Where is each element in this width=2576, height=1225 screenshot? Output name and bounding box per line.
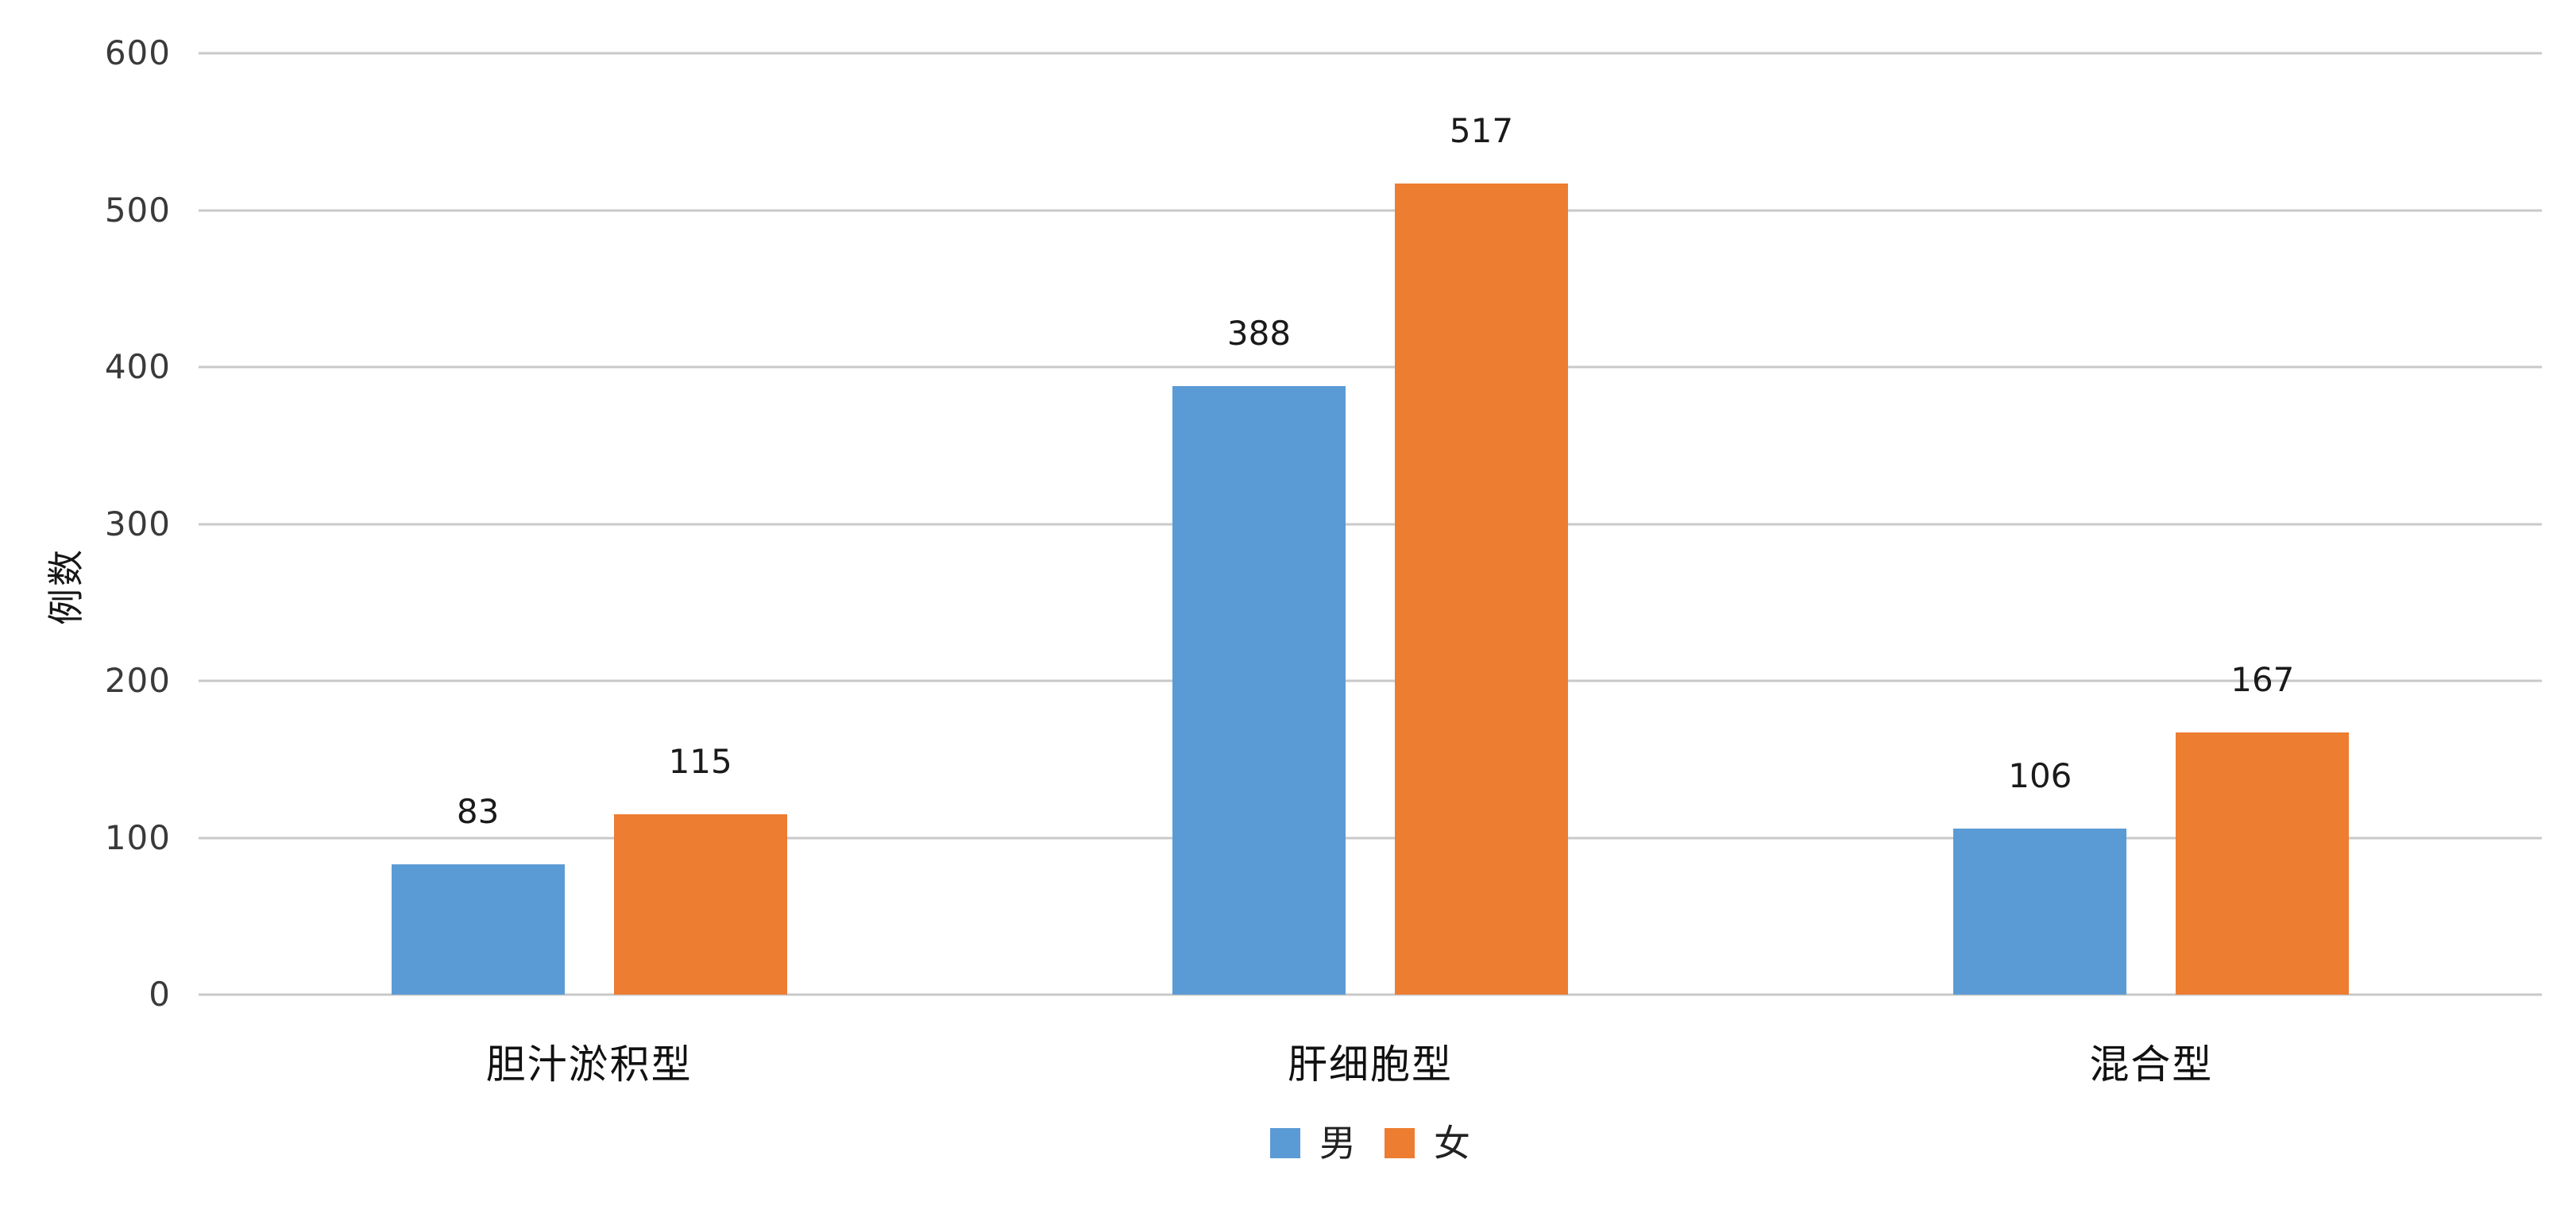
bar-value-label: 83 <box>456 792 500 832</box>
bar-groups: 83 115 388 517 106 167 <box>199 53 2542 995</box>
category-group: 388 517 <box>979 53 1760 995</box>
category-group: 83 115 <box>199 53 979 995</box>
legend-swatch-icon <box>1385 1128 1415 1158</box>
y-axis-tick-label: 300 <box>104 504 171 543</box>
bar-男-肝细胞型: 388 <box>1172 316 1346 995</box>
y-axis-tick-label: 0 <box>149 975 171 1014</box>
gridline <box>199 993 2542 996</box>
category-group: 106 167 <box>1761 53 2542 995</box>
bar-女-胆汁淤积型: 115 <box>613 744 787 995</box>
x-axis-category-label: 肝细胞型 <box>1287 1041 1453 1088</box>
gridline <box>199 837 2542 839</box>
bar-女-混合型: 167 <box>2176 663 2350 995</box>
plot-area: 83 115 388 517 106 167 <box>199 52 2542 996</box>
x-axis-category-label: 胆汁淤积型 <box>485 1041 693 1088</box>
legend-item-女: 女 <box>1385 1125 1470 1161</box>
legend-label: 女 <box>1434 1122 1470 1165</box>
bar-value-label: 106 <box>2008 755 2072 795</box>
x-axis-labels: 胆汁淤积型 肝细胞型 混合型 <box>199 1033 2542 1090</box>
y-axis-tick-label: 600 <box>104 33 171 72</box>
bar-value-label: 115 <box>668 741 732 781</box>
bar-男-胆汁淤积型: 83 <box>391 795 565 995</box>
y-axis-ticks: 0 100 200 300 400 500 600 <box>0 37 171 1011</box>
gridline <box>199 523 2542 525</box>
legend-swatch-icon <box>1270 1128 1300 1158</box>
y-axis-tick-label: 100 <box>104 817 171 857</box>
bar-value-label: 388 <box>1226 313 1292 353</box>
bar-女-肝细胞型: 517 <box>1394 114 1568 995</box>
y-axis-tick-label: 400 <box>104 347 171 386</box>
x-axis-category-label: 混合型 <box>2089 1041 2214 1088</box>
gridline <box>199 52 2542 55</box>
legend: 男女 <box>199 1125 2542 1161</box>
gridline <box>199 365 2542 369</box>
bar-男-混合型: 106 <box>1953 759 2127 995</box>
legend-label: 男 <box>1319 1122 1356 1165</box>
y-axis-tick-label: 500 <box>104 190 171 230</box>
gridline <box>199 679 2542 682</box>
bar-value-label: 517 <box>1449 110 1514 150</box>
bar-value-label: 167 <box>2230 660 2295 700</box>
y-axis-tick-label: 200 <box>104 661 171 700</box>
gridline <box>199 209 2542 211</box>
legend-item-男: 男 <box>1270 1125 1356 1161</box>
